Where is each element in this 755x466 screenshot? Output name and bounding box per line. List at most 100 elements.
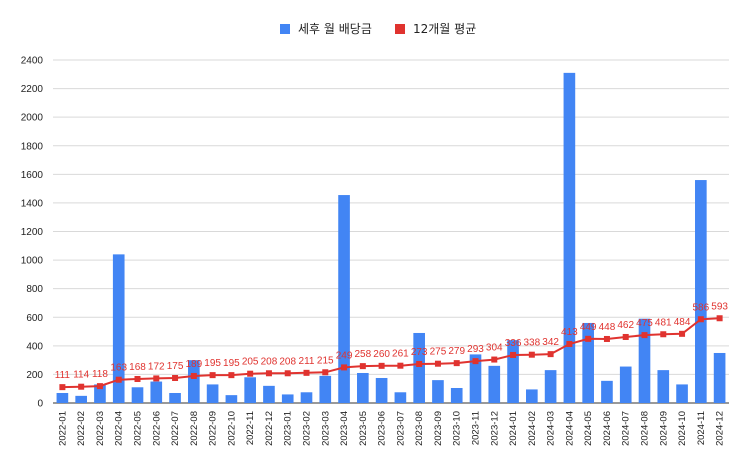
x-tick-label: 2024-01 [508,411,519,446]
line-data-label: 342 [542,337,559,348]
y-tick-label: 1000 [21,256,44,267]
line-marker [247,370,254,377]
line-marker [622,333,629,340]
x-tick-label: 2023-01 [283,411,294,446]
line-marker [115,376,122,383]
legend: 세후 월 배당금 12개월 평균 [280,22,476,36]
x-tick-label: 2022-07 [170,411,181,446]
y-tick-label: 400 [26,341,43,352]
bar [150,381,163,403]
line-data-label: 484 [674,317,691,328]
x-tick-label: 2022-12 [264,411,275,446]
x-tick-label: 2024-03 [546,411,557,446]
bar-series [56,72,726,404]
x-tick-label: 2024-05 [583,411,594,446]
bar [394,392,407,403]
x-tick-label: 2023-04 [339,411,350,446]
line-data-label: 449 [580,322,597,333]
x-tick-label: 2022-09 [208,411,219,446]
line-data-label: 448 [599,322,616,333]
line-marker [359,363,366,370]
legend-item-line: 12개월 평균 [395,22,476,36]
y-tick-label: 1800 [21,141,44,152]
line-marker [416,360,423,367]
line-marker [209,372,216,379]
line-marker [190,372,197,379]
line-marker [716,315,723,322]
line-data-label: 249 [336,350,353,361]
bar [263,385,275,403]
bar [676,384,688,403]
y-tick-label: 1200 [21,227,44,238]
x-tick-label: 2024-06 [602,411,613,446]
x-tick-label: 2024-09 [658,411,669,446]
line-marker [453,360,460,367]
y-tick-label: 600 [26,313,43,324]
bar [75,395,87,403]
x-tick-label: 2024-04 [564,411,575,446]
legend-bar-label: 세후 월 배당금 [298,22,372,36]
line-marker [153,375,160,382]
bar [94,384,106,403]
line-marker [679,330,686,337]
line-marker [697,316,704,323]
x-tick-label: 2023-09 [433,411,444,446]
line-marker [603,335,610,342]
line-data-label: 168 [129,362,146,373]
x-tick-label: 2023-03 [320,411,331,446]
x-tick-label: 2024-07 [621,411,632,446]
line-data-label: 273 [411,347,428,358]
bar [169,392,181,403]
line-path [62,317,720,389]
bar [582,322,594,403]
line-data-label: 195 [223,358,240,369]
bar [244,377,256,403]
x-tick-label: 2023-07 [395,411,406,446]
legend-item-bar: 세후 월 배당금 [280,22,372,36]
line-data-label: 118 [92,369,108,380]
line-marker [510,351,517,358]
bar [375,377,388,403]
x-tick-label: 2023-11 [471,411,482,445]
bar [413,332,425,403]
line-data-label: 258 [354,349,371,360]
line-data-label: 593 [711,301,728,312]
x-tick-label: 2023-05 [358,411,369,446]
line-data-label: 481 [655,317,672,328]
bar [206,384,219,403]
x-tick-label: 2022-05 [133,411,144,446]
x-tick-label: 2023-10 [452,411,463,446]
line-data-label: 413 [561,327,578,338]
line-data-label: 338 [523,338,540,349]
line-data-label: 211 [299,356,315,367]
bar [638,318,651,403]
line-data-label: 279 [448,346,465,357]
bar [695,180,707,403]
x-tick-label: 2022-08 [189,411,200,446]
line-data-label: 189 [185,359,202,370]
bar [281,394,294,403]
line-marker [660,331,667,338]
y-tick-label: 2000 [21,113,44,124]
line-data-label: 172 [148,361,165,372]
y-axis-ticks: 0 200 400 600 800 1000 1200 1400 1600 1800 2000 220… [21,56,44,410]
bar [432,380,444,403]
line-marker [284,370,291,377]
line-data-label: 163 [110,363,127,374]
line-marker [341,364,348,371]
bar [713,352,726,403]
line-data-label: 208 [261,356,278,367]
line-data-label: 293 [467,344,484,355]
bar [188,360,200,403]
x-tick-label: 2023-02 [302,411,313,446]
line-data-label: 462 [617,320,634,331]
x-axis-ticks: 2022-01 2022-02 2022-03 2022-04 2022-05 2022-… [57,411,725,446]
bar [563,72,576,404]
line-data-label: 195 [204,358,221,369]
y-tick-label: 1600 [21,170,44,181]
x-tick-label: 2022-01 [57,411,68,446]
y-tick-label: 1400 [21,198,44,209]
